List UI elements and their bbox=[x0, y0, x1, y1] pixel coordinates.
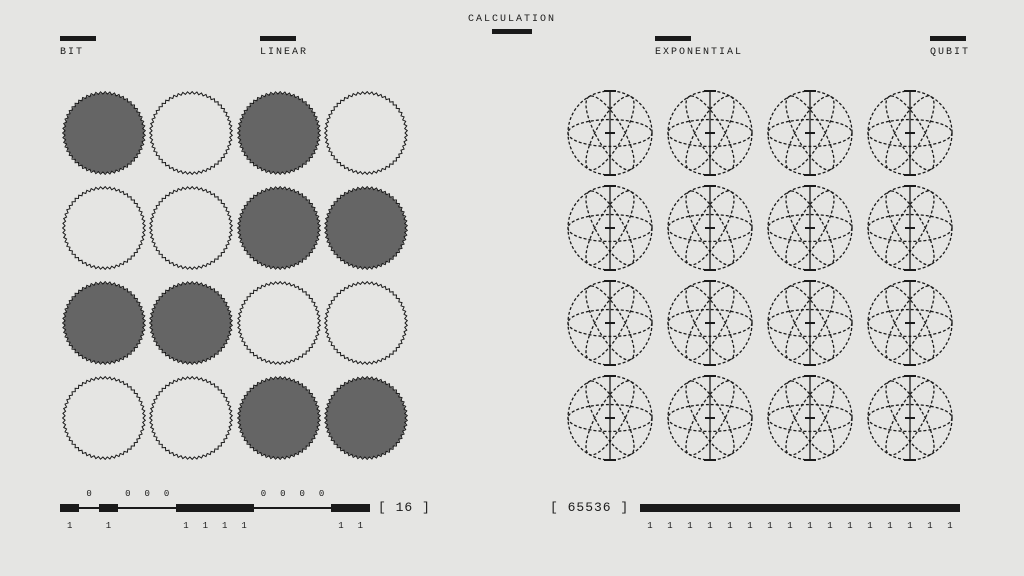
strip-digit: 1 bbox=[747, 521, 752, 531]
strip-digit: 1 bbox=[847, 521, 852, 531]
strip-digit: 1 bbox=[767, 521, 772, 531]
strip-digit: 1 bbox=[222, 521, 227, 531]
strip-digit: 1 bbox=[647, 521, 652, 531]
qubit-count: [ 65536 ] bbox=[550, 500, 629, 515]
strip-digit: 1 bbox=[667, 521, 672, 531]
strip-digit: 1 bbox=[183, 521, 188, 531]
qubit-sphere bbox=[660, 180, 760, 275]
qubit-sphere bbox=[760, 180, 860, 275]
qubit-sphere bbox=[560, 85, 660, 180]
bit-circle bbox=[148, 85, 236, 180]
qubit-sphere bbox=[660, 85, 760, 180]
bit-circle bbox=[323, 370, 411, 465]
strip-digit: 1 bbox=[106, 521, 111, 531]
qubit-sphere bbox=[860, 85, 960, 180]
qubit-sphere bbox=[560, 370, 660, 465]
bit-circle bbox=[235, 370, 323, 465]
strip-digit: 1 bbox=[827, 521, 832, 531]
qubit-grid bbox=[560, 85, 960, 465]
strip-digit: 0 bbox=[164, 489, 169, 499]
bit-circle bbox=[323, 85, 411, 180]
strip-digit: 0 bbox=[86, 489, 91, 499]
qubit-sphere bbox=[660, 275, 760, 370]
strip-digit: 0 bbox=[261, 489, 266, 499]
strip-digit: 0 bbox=[125, 489, 130, 499]
qubit-sphere bbox=[760, 85, 860, 180]
page-title: CALCULATION bbox=[468, 14, 556, 34]
strip-digit: 1 bbox=[807, 521, 812, 531]
bit-circle bbox=[148, 370, 236, 465]
qubit-sphere bbox=[760, 275, 860, 370]
strip-digit: 0 bbox=[299, 489, 304, 499]
bit-circle bbox=[148, 275, 236, 370]
strip-digit: 1 bbox=[707, 521, 712, 531]
strip-digit: 1 bbox=[358, 521, 363, 531]
strip-digit: 1 bbox=[907, 521, 912, 531]
label-qubit: QUBIT bbox=[930, 36, 970, 58]
label-exponential: EXPONENTIAL bbox=[655, 36, 743, 58]
bit-circle bbox=[60, 180, 148, 275]
strip-digit: 1 bbox=[241, 521, 246, 531]
strip-digit: 0 bbox=[280, 489, 285, 499]
title-text: CALCULATION bbox=[468, 14, 556, 25]
title-underline bbox=[492, 29, 532, 34]
strip-digit: 0 bbox=[144, 489, 149, 499]
qubit-sphere bbox=[860, 275, 960, 370]
bit-value-strip: 1010001111000011 [ 16 ] bbox=[60, 495, 450, 521]
strip-digit: 1 bbox=[727, 521, 732, 531]
bit-circle bbox=[323, 275, 411, 370]
strip-digit: 1 bbox=[927, 521, 932, 531]
qubit-sphere bbox=[860, 370, 960, 465]
label-linear: LINEAR bbox=[260, 36, 308, 58]
bit-circle bbox=[235, 85, 323, 180]
bit-circle bbox=[148, 180, 236, 275]
qubit-sphere bbox=[660, 370, 760, 465]
strip-digit: 0 bbox=[319, 489, 324, 499]
strip-digit: 1 bbox=[338, 521, 343, 531]
strip-digit: 1 bbox=[687, 521, 692, 531]
bit-circle bbox=[60, 370, 148, 465]
label-bit: BIT bbox=[60, 36, 96, 58]
qubit-sphere bbox=[860, 180, 960, 275]
bit-circle bbox=[323, 180, 411, 275]
strip-digit: 1 bbox=[887, 521, 892, 531]
qubit-sphere bbox=[760, 370, 860, 465]
bit-count: [ 16 ] bbox=[378, 500, 431, 515]
strip-digit: 1 bbox=[947, 521, 952, 531]
strip-digit: 1 bbox=[67, 521, 72, 531]
strip-digit: 1 bbox=[787, 521, 792, 531]
qubit-sphere bbox=[560, 275, 660, 370]
strip-digit: 1 bbox=[203, 521, 208, 531]
strip-digit: 1 bbox=[867, 521, 872, 531]
bit-grid bbox=[60, 85, 410, 465]
bit-circle bbox=[60, 275, 148, 370]
bit-circle bbox=[60, 85, 148, 180]
bit-circle bbox=[235, 180, 323, 275]
qubit-sphere bbox=[560, 180, 660, 275]
bit-circle bbox=[235, 275, 323, 370]
